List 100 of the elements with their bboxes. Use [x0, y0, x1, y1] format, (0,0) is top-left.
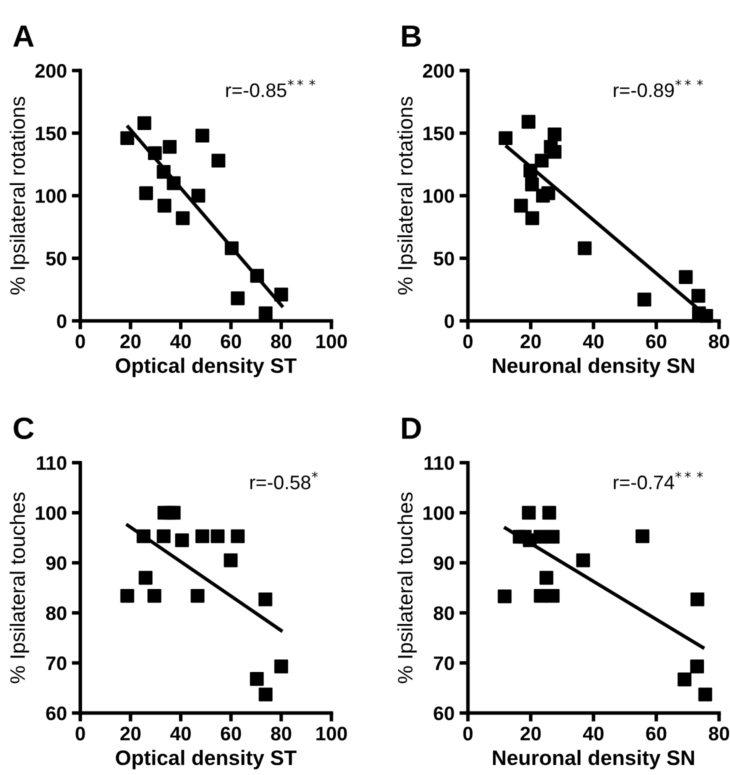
y-tick-label: 60: [434, 706, 454, 720]
point: [636, 529, 650, 544]
point: [166, 176, 181, 190]
point: [637, 292, 652, 306]
point: [498, 131, 513, 146]
x-tick-label: 0: [463, 726, 473, 740]
x-tick-label: 100: [316, 726, 347, 740]
point: [678, 270, 693, 284]
point: [514, 198, 528, 213]
point: [534, 154, 549, 168]
point: [522, 114, 536, 129]
point: [250, 672, 264, 686]
point: [258, 306, 273, 320]
point: [546, 588, 560, 603]
point: [698, 688, 712, 702]
y-tick-label: 70: [434, 656, 454, 670]
y-tick-label: 0: [57, 314, 66, 328]
point: [136, 529, 150, 544]
point: [578, 241, 592, 256]
x-tick-label: 100: [316, 334, 347, 348]
y-axis-title: % Ipsilateral touches: [397, 492, 417, 684]
point: [162, 140, 177, 154]
point: [525, 211, 540, 226]
annotation: r=-0.85$^{***}$: [226, 79, 316, 98]
y-tick-label: 90: [434, 556, 454, 570]
y-tick-label: 50: [46, 252, 66, 266]
point: [120, 131, 134, 146]
x-tick-label: 80: [708, 726, 730, 740]
y-tick-label: 80: [434, 606, 454, 620]
point: [690, 592, 704, 606]
point: [523, 164, 538, 178]
y-tick-label: 70: [46, 656, 66, 670]
point: [522, 506, 536, 520]
x-tick-label: 80: [708, 334, 730, 348]
chart-title: A: [13, 26, 34, 47]
point: [224, 553, 238, 568]
point: [210, 529, 225, 544]
point: [120, 588, 134, 603]
point: [548, 144, 562, 159]
point: [678, 672, 692, 686]
x-axis-title: Neuronal density SN: [493, 750, 694, 770]
y-tick-label: 200: [35, 64, 66, 78]
point: [274, 288, 288, 302]
point: [212, 154, 226, 168]
x-tick-label: 80: [271, 726, 292, 740]
annotation: r=-0.58$^{*}$: [250, 472, 318, 490]
point: [139, 186, 153, 200]
point: [176, 211, 190, 226]
point: [137, 116, 152, 130]
annotation: r=-0.74$^{***}$: [614, 472, 703, 490]
point: [230, 529, 245, 544]
x-tick-label: 80: [271, 334, 292, 348]
x-tick-label: 40: [170, 334, 191, 348]
point: [258, 592, 272, 606]
y-tick-label: 100: [424, 189, 454, 203]
point: [175, 533, 189, 548]
chart-title: B: [402, 26, 421, 47]
point: [576, 553, 590, 568]
x-tick-label: 20: [120, 726, 141, 740]
y-tick-label: 100: [424, 506, 454, 520]
point: [546, 530, 560, 544]
point: [156, 165, 171, 179]
y-tick-label: 150: [424, 126, 454, 140]
y-tick-label: 90: [46, 556, 66, 570]
y-tick-label: 110: [36, 456, 66, 470]
x-axis-title: Optical density ST: [116, 750, 297, 770]
point: [540, 570, 554, 585]
point: [166, 506, 181, 520]
x-tick-label: 20: [520, 726, 541, 740]
point: [258, 688, 273, 702]
point: [541, 186, 556, 200]
point: [158, 198, 172, 213]
point: [148, 146, 162, 160]
x-tick-label: 40: [582, 334, 604, 348]
point: [138, 570, 152, 585]
y-tick-label: 200: [422, 64, 454, 78]
point: [542, 506, 556, 520]
x-axis-title: Neuronal density SN: [493, 358, 694, 378]
x-tick-label: 40: [170, 726, 191, 740]
point: [156, 529, 171, 544]
y-tick-label: 100: [36, 506, 66, 520]
x-tick-label: 60: [646, 726, 666, 740]
point: [548, 127, 562, 142]
point: [195, 128, 210, 143]
point: [699, 308, 714, 323]
x-tick-label: 20: [520, 334, 541, 348]
y-tick-label: 60: [46, 706, 66, 720]
y-tick-label: 50: [434, 252, 454, 266]
y-tick-label: 150: [36, 126, 66, 140]
point: [190, 588, 204, 603]
point: [230, 291, 245, 306]
point: [250, 268, 264, 283]
y-tick-label: 100: [36, 189, 66, 203]
y-axis-title: % Ipsilateral touches: [10, 492, 30, 684]
point: [690, 660, 704, 674]
chart-title: C: [14, 417, 34, 440]
x-tick-label: 60: [646, 334, 666, 348]
point: [224, 241, 239, 256]
y-tick-label: 0: [444, 314, 454, 328]
x-tick-label: 0: [463, 334, 473, 348]
